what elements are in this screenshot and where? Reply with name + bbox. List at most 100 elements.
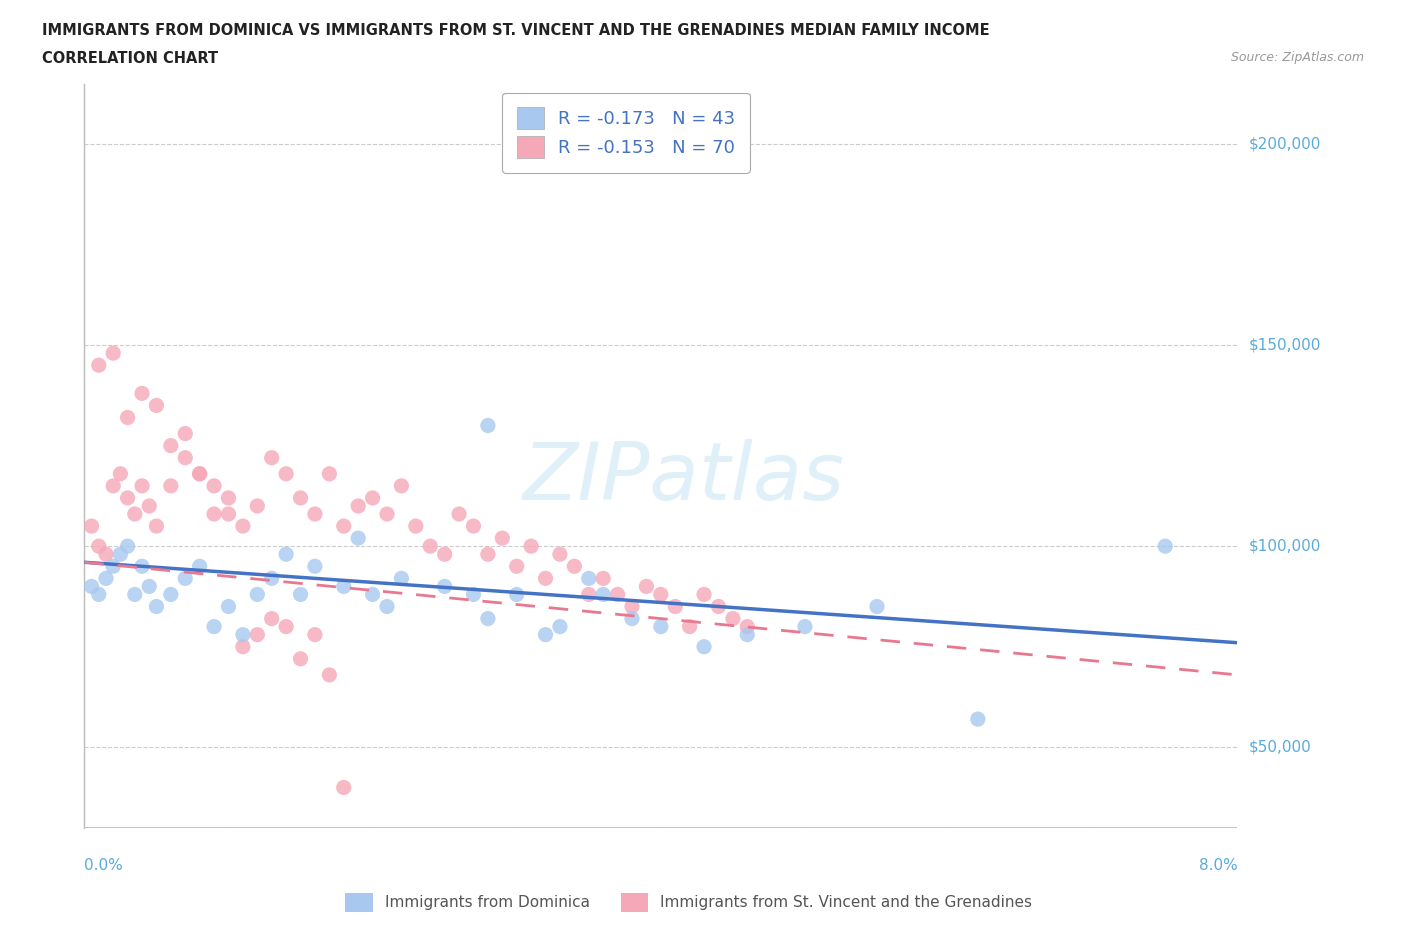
Point xyxy=(332,519,354,534)
Point xyxy=(188,466,211,481)
Point xyxy=(347,531,370,546)
Point xyxy=(87,587,110,602)
Point xyxy=(94,547,117,562)
Point xyxy=(117,538,139,553)
Point xyxy=(332,579,354,594)
Point xyxy=(260,571,283,586)
Point xyxy=(506,587,529,602)
Point xyxy=(110,466,132,481)
Point xyxy=(1154,538,1177,553)
Point xyxy=(347,498,370,513)
Point xyxy=(188,466,211,481)
Text: 8.0%: 8.0% xyxy=(1198,858,1237,873)
Legend: R = -0.173   N = 43, R = -0.153   N = 70: R = -0.173 N = 43, R = -0.153 N = 70 xyxy=(502,93,749,173)
Point xyxy=(866,599,889,614)
Point xyxy=(592,587,614,602)
Point xyxy=(679,619,702,634)
Point xyxy=(389,571,413,586)
Point xyxy=(693,587,716,602)
Point xyxy=(246,498,269,513)
Point xyxy=(304,507,326,522)
Point xyxy=(447,507,470,522)
Point xyxy=(375,507,398,522)
Text: $150,000: $150,000 xyxy=(1249,338,1320,352)
Point xyxy=(202,507,225,522)
Legend: Immigrants from Dominica, Immigrants from St. Vincent and the Grenadines: Immigrants from Dominica, Immigrants fro… xyxy=(339,887,1039,918)
Point xyxy=(290,490,312,505)
Point xyxy=(117,490,139,505)
Point xyxy=(664,599,686,614)
Text: ZIPatlas: ZIPatlas xyxy=(523,439,845,517)
Point xyxy=(737,627,759,642)
Point xyxy=(650,587,672,602)
Point xyxy=(160,438,183,453)
Point xyxy=(621,599,644,614)
Point xyxy=(110,547,132,562)
Text: Source: ZipAtlas.com: Source: ZipAtlas.com xyxy=(1230,51,1364,64)
Text: $100,000: $100,000 xyxy=(1249,538,1320,553)
Point xyxy=(477,418,499,433)
Text: $200,000: $200,000 xyxy=(1249,137,1320,152)
Point xyxy=(463,587,485,602)
Point xyxy=(491,531,513,546)
Point xyxy=(793,619,815,634)
Point xyxy=(419,538,441,553)
Point xyxy=(131,386,153,401)
Point xyxy=(361,587,384,602)
Point xyxy=(274,547,298,562)
Point xyxy=(548,547,571,562)
Point xyxy=(636,579,658,594)
Point xyxy=(131,559,153,574)
Point xyxy=(463,519,485,534)
Point xyxy=(145,599,167,614)
Point xyxy=(80,519,103,534)
Point xyxy=(375,599,398,614)
Point xyxy=(174,571,197,586)
Point xyxy=(304,559,326,574)
Point xyxy=(174,426,197,441)
Point xyxy=(274,466,298,481)
Point xyxy=(202,619,225,634)
Text: CORRELATION CHART: CORRELATION CHART xyxy=(42,51,218,66)
Point xyxy=(217,599,239,614)
Point xyxy=(232,627,254,642)
Point xyxy=(318,668,340,683)
Point xyxy=(290,651,312,666)
Point xyxy=(124,587,146,602)
Point xyxy=(174,450,197,465)
Point xyxy=(188,559,211,574)
Point xyxy=(477,547,499,562)
Point xyxy=(606,587,628,602)
Point xyxy=(246,627,269,642)
Point xyxy=(721,611,744,626)
Point xyxy=(693,639,716,654)
Point xyxy=(145,519,167,534)
Point xyxy=(246,587,269,602)
Point xyxy=(103,478,124,493)
Point xyxy=(578,571,600,586)
Point xyxy=(274,619,298,634)
Point xyxy=(232,639,254,654)
Point xyxy=(707,599,730,614)
Point xyxy=(304,627,326,642)
Point xyxy=(534,627,557,642)
Point xyxy=(160,478,183,493)
Point xyxy=(160,587,183,602)
Point xyxy=(520,538,543,553)
Point xyxy=(87,538,110,553)
Point xyxy=(138,579,160,594)
Text: 0.0%: 0.0% xyxy=(84,858,124,873)
Text: IMMIGRANTS FROM DOMINICA VS IMMIGRANTS FROM ST. VINCENT AND THE GRENADINES MEDIA: IMMIGRANTS FROM DOMINICA VS IMMIGRANTS F… xyxy=(42,23,990,38)
Point xyxy=(87,358,110,373)
Point xyxy=(138,498,160,513)
Point xyxy=(578,587,600,602)
Point xyxy=(94,571,117,586)
Point xyxy=(361,490,384,505)
Point xyxy=(117,410,139,425)
Point xyxy=(145,398,167,413)
Point xyxy=(103,559,124,574)
Point xyxy=(534,571,557,586)
Point xyxy=(621,611,644,626)
Point xyxy=(405,519,427,534)
Point xyxy=(217,490,239,505)
